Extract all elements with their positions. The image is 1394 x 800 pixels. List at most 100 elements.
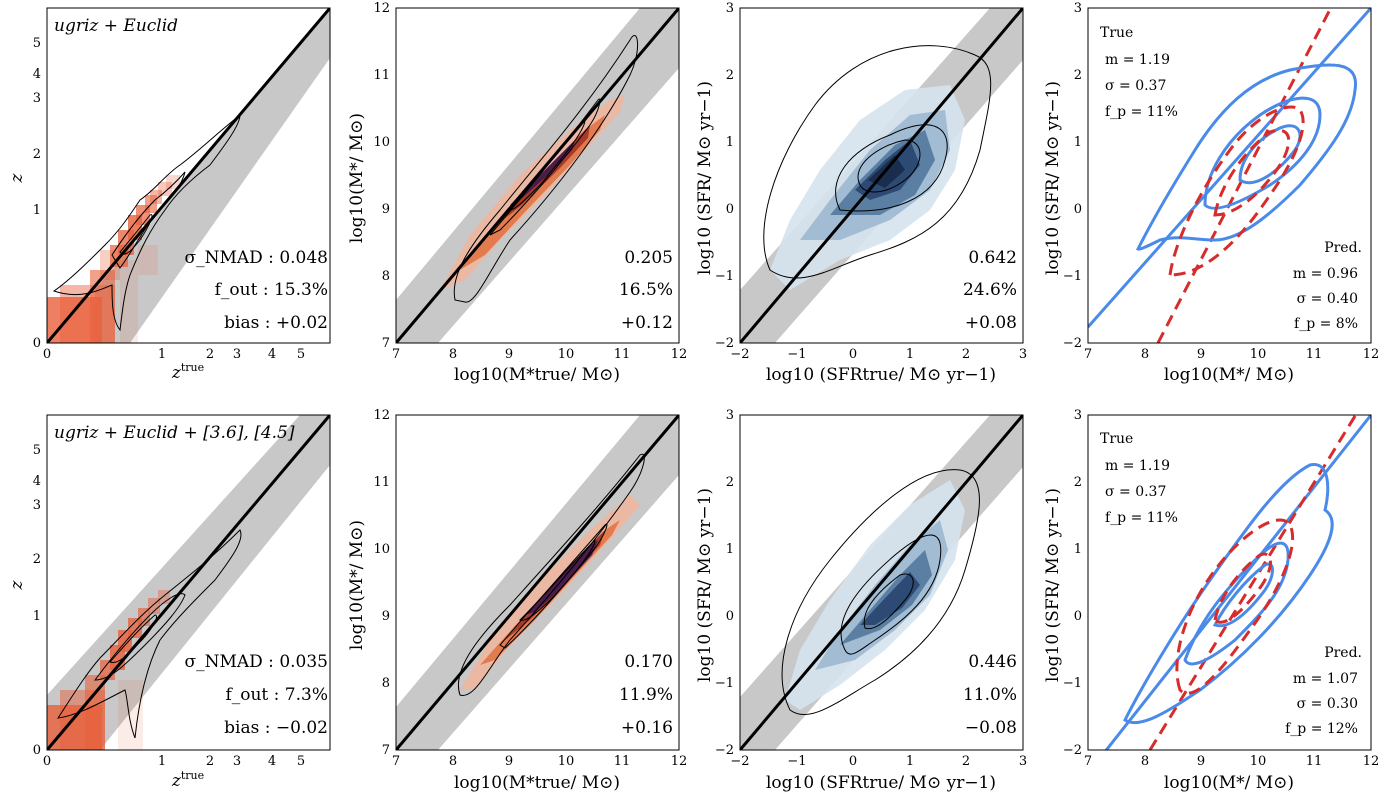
svg-text:1: 1: [33, 609, 41, 624]
svg-text:24.6%: 24.6%: [963, 280, 1017, 300]
svg-text:m = 1.19: m = 1.19: [1105, 458, 1170, 474]
panel-z-row2: 0 1 2 3 4 5 0 1 2 3 4 5 ugriz + Euclid + [3.6], [4…: [7, 414, 331, 791]
svg-text:5: 5: [33, 443, 41, 458]
frame: [1087, 414, 1372, 751]
contours: [458, 453, 645, 696]
pred-contours: [1123, 463, 1334, 725]
svg-text:3: 3: [726, 1, 734, 16]
svg-text:Pred.: Pred.: [1324, 645, 1362, 661]
svg-text:2: 2: [962, 754, 970, 769]
svg-text:10: 10: [373, 542, 390, 557]
svg-text:11: 11: [1306, 347, 1323, 362]
svg-text:−2: −2: [715, 336, 734, 351]
svg-text:1: 1: [158, 754, 166, 769]
svg-text:m = 1.19: m = 1.19: [1105, 52, 1170, 68]
svg-text:1: 1: [906, 754, 914, 769]
svg-text:σ_NMAD : 0.035: σ_NMAD : 0.035: [184, 652, 328, 672]
frame: [739, 414, 1024, 751]
svg-text:σ = 0.37: σ = 0.37: [1105, 78, 1166, 94]
x-ticks: −2 −1 0 1 2 3: [730, 347, 1027, 362]
y-ticks: 0 1 2 3 4 5: [33, 36, 41, 351]
svg-text:σ_NMAD : 0.048: σ_NMAD : 0.048: [184, 248, 328, 268]
svg-text:9: 9: [505, 347, 513, 362]
svg-text:9: 9: [1197, 347, 1205, 362]
true-stats: True m = 1.19 σ = 0.37 f_p = 11%: [1100, 25, 1178, 120]
y-axis-label: log10(M*/ M⊙): [347, 520, 367, 650]
y-ticks: −2 −1 0 1 2 3: [1063, 408, 1082, 758]
svg-text:7: 7: [382, 743, 390, 758]
svg-text:−1: −1: [1063, 676, 1082, 691]
svg-text:0.446: 0.446: [968, 652, 1017, 672]
y-ticks: −2 −1 0 1 2 3: [715, 408, 734, 758]
svg-text:12: 12: [671, 347, 688, 362]
svg-text:f_out : 15.3%: f_out : 15.3%: [215, 280, 328, 300]
one-to-one-line: [47, 8, 330, 343]
svg-text:1: 1: [158, 347, 166, 362]
svg-text:+0.16: +0.16: [621, 718, 673, 738]
svg-text:−2: −2: [730, 754, 749, 769]
svg-text:2: 2: [33, 147, 41, 162]
svg-text:1: 1: [726, 542, 734, 557]
x-axis-label: log10(M*/ M⊙): [1164, 773, 1294, 793]
svg-text:0: 0: [1074, 202, 1082, 217]
y-ticks: 7 8 9 10 11 12: [373, 1, 390, 351]
svg-text:10: 10: [558, 347, 575, 362]
one-to-one-line: [740, 415, 1023, 750]
x-ticks: 0 1 2 3 4 5: [43, 754, 305, 769]
svg-text:8: 8: [449, 754, 457, 769]
svg-text:True: True: [1100, 431, 1133, 447]
panel-mass-row2: 7 8 9 10 11 12 7 8 9 10 11 12 log10(M*/ M⊙) log10(…: [347, 408, 687, 793]
z-stats: σ_NMAD : 0.035 f_out : 7.3% bias : −0.02: [184, 652, 328, 738]
x-ticks: 7 8 9 10 11 12: [392, 754, 687, 769]
pred-contours: [1135, 63, 1358, 251]
panel-sfr-row1: −2 −1 0 1 2 3 −2 −1 0 1 2 3 log10 (SFR/ M⊙ yr−1) l…: [695, 1, 1027, 385]
x-axis-label: ztrue: [171, 361, 204, 383]
svg-text:σ = 0.40: σ = 0.40: [1297, 291, 1358, 307]
svg-text:9: 9: [382, 609, 390, 624]
svg-text:0: 0: [1074, 609, 1082, 624]
svg-text:8: 8: [1141, 347, 1149, 362]
svg-text:8: 8: [1141, 754, 1149, 769]
svg-text:7: 7: [392, 754, 400, 769]
svg-text:1: 1: [1074, 542, 1082, 557]
svg-text:4: 4: [268, 347, 276, 362]
svg-text:−2: −2: [715, 743, 734, 758]
true-contours: [1168, 105, 1305, 277]
svg-text:3: 3: [1019, 347, 1027, 362]
svg-text:10: 10: [1250, 347, 1267, 362]
density-heatmap: [770, 85, 965, 290]
svg-text:−2: −2: [730, 347, 749, 362]
svg-text:11: 11: [373, 475, 390, 490]
svg-text:8: 8: [382, 676, 390, 691]
svg-text:4: 4: [33, 67, 41, 82]
svg-text:3: 3: [233, 347, 241, 362]
y-axis-label: z: [7, 172, 27, 183]
x-ticks: 0 1 2 3 4 5: [43, 347, 305, 362]
svg-text:4: 4: [268, 754, 276, 769]
frame: [739, 7, 1024, 344]
pred-fit-line: [1088, 8, 1371, 328]
svg-text:7: 7: [1084, 347, 1092, 362]
svg-text:3: 3: [33, 498, 41, 513]
frame: [46, 7, 331, 344]
panel-mass-row1: 7 8 9 10 11 12 7 8 9 10 11 12 log10(M*/ M⊙) log10(…: [347, 1, 687, 385]
svg-text:f_p = 8%: f_p = 8%: [1294, 316, 1358, 332]
panel-sfr-row2: −2 −1 0 1 2 3 −2 −1 0 1 2 3 log10 (SFR/ M⊙ yr−1) l…: [695, 408, 1027, 793]
svg-text:0.170: 0.170: [624, 652, 673, 672]
svg-text:0: 0: [726, 609, 734, 624]
frame: [46, 414, 331, 751]
panel-z-row1: 0 1 2 3 4 5 0 1 2 3 4 5 ugriz + Euclid z ztrue σ_N…: [7, 7, 331, 383]
svg-text:11: 11: [614, 754, 631, 769]
contours: [763, 45, 992, 279]
band-label: ugriz + Euclid + [3.6], [4.5]: [54, 423, 295, 443]
true-contours: [1175, 518, 1295, 695]
mass-stats: 0.170 11.9% +0.16: [619, 652, 673, 738]
svg-text:7: 7: [392, 347, 400, 362]
svg-text:0: 0: [849, 754, 857, 769]
svg-text:σ = 0.30: σ = 0.30: [1297, 696, 1358, 712]
x-ticks: 7 8 9 10 11 12: [392, 347, 687, 362]
svg-text:0: 0: [849, 347, 857, 362]
svg-text:9: 9: [382, 202, 390, 217]
svg-text:11: 11: [373, 68, 390, 83]
